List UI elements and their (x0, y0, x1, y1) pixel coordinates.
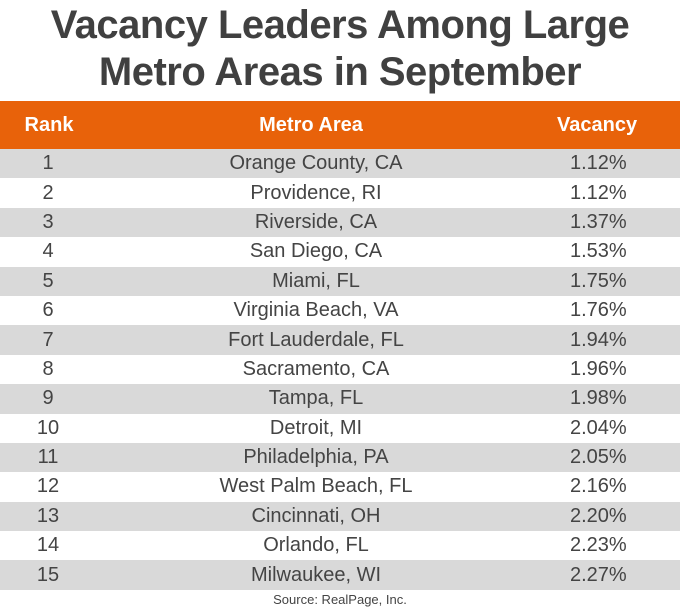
table-row: 12 West Palm Beach, FL 2.16% (0, 472, 680, 501)
title-line-1: Vacancy Leaders Among Large (50, 3, 630, 47)
header-vacancy: Vacancy (557, 113, 638, 136)
rank-cell: 8 (42, 357, 54, 380)
rank-cell: 1 (42, 152, 54, 175)
rank-cell: 14 (36, 534, 60, 557)
vacancy-cell: 2.20% (570, 504, 627, 527)
table-row: 4 San Diego, CA 1.53% (0, 237, 680, 266)
table-row: 15 Milwaukee, WI 2.27% (0, 560, 680, 590)
rank-cell: 6 (42, 299, 54, 322)
rank-cell: 5 (42, 269, 54, 292)
table-row: 14 Orlando, FL 2.23% (0, 531, 680, 560)
vacancy-cell: 2.04% (570, 416, 627, 439)
table-row: 3 Riverside, CA 1.37% (0, 207, 680, 238)
metro-area-cell: Miami, FL (272, 269, 360, 292)
metro-area-cell: Philadelphia, PA (243, 446, 389, 469)
page-title: Vacancy Leaders Among Large Metro Areas … (0, 2, 680, 96)
vacancy-cell: 1.37% (570, 210, 627, 233)
rank-cell: 12 (36, 475, 60, 498)
table-row: 8 Sacramento, CA 1.96% (0, 355, 680, 384)
rank-cell: 10 (36, 416, 60, 439)
title-line-2: Metro Areas in September (98, 50, 582, 94)
table-row: 2 Providence, RI 1.12% (0, 178, 680, 207)
table-row: 9 Tampa, FL 1.98% (0, 384, 680, 414)
metro-area-cell: Providence, RI (250, 181, 382, 204)
table-row: 10 Detroit, MI 2.04% (0, 414, 680, 443)
vacancy-table: Rank Metro Area Vacancy 1 Orange County, … (0, 101, 680, 590)
metro-area-cell: Riverside, CA (254, 210, 378, 233)
vacancy-cell: 1.96% (570, 357, 627, 380)
vacancy-cell: 1.98% (570, 387, 627, 410)
table-row: 13 Cincinnati, OH 2.20% (0, 501, 680, 532)
vacancy-cell: 1.75% (570, 269, 627, 292)
header-rank: Rank (24, 113, 74, 136)
metro-area-cell: Detroit, MI (269, 416, 363, 439)
metro-area-cell: West Palm Beach, FL (219, 475, 413, 498)
metro-area-cell: Milwaukee, WI (250, 563, 382, 586)
table-row: 11 Philadelphia, PA 2.05% (0, 442, 680, 473)
vacancy-cell: 2.23% (570, 534, 627, 557)
source-note: Source: RealPage, Inc. (273, 592, 407, 607)
rank-cell: 11 (37, 446, 59, 469)
metro-area-cell: Cincinnati, OH (251, 504, 381, 527)
table-row: 5 Miami, FL 1.75% (0, 266, 680, 296)
rank-cell: 3 (42, 210, 54, 233)
metro-area-cell: Virginia Beach, VA (233, 299, 399, 322)
vacancy-cell: 1.76% (570, 299, 627, 322)
rank-cell: 15 (36, 563, 60, 586)
vacancy-cell: 2.27% (570, 563, 627, 586)
header-metro-area: Metro Area (259, 113, 363, 136)
vacancy-cell: 1.94% (570, 328, 627, 351)
vacancy-cell: 1.12% (570, 152, 627, 175)
vacancy-cell: 2.05% (570, 446, 627, 469)
rank-cell: 9 (42, 387, 54, 410)
vacancy-cell: 1.12% (570, 181, 627, 204)
metro-area-cell: Sacramento, CA (242, 357, 390, 380)
table-header: Rank Metro Area Vacancy (0, 101, 680, 149)
vacancy-cell: 2.16% (570, 475, 627, 498)
table-row: 7 Fort Lauderdale, FL 1.94% (0, 325, 680, 355)
rank-cell: 4 (42, 240, 54, 263)
metro-area-cell: Fort Lauderdale, FL (228, 328, 404, 351)
table-body: 1 Orange County, CA 1.12% 2 Providence, RI 1.… (0, 149, 680, 590)
table-row: 6 Virginia Beach, VA 1.76% (0, 296, 680, 325)
metro-area-cell: San Diego, CA (249, 240, 383, 263)
rank-cell: 13 (36, 504, 60, 527)
metro-area-cell: Orange County, CA (229, 152, 403, 175)
rank-cell: 2 (42, 181, 54, 204)
rank-cell: 7 (42, 328, 54, 351)
metro-area-cell: Tampa, FL (268, 387, 364, 410)
metro-area-cell: Orlando, FL (263, 534, 369, 557)
vacancy-cell: 1.53% (570, 240, 627, 263)
table-row: 1 Orange County, CA 1.12% (0, 149, 680, 179)
